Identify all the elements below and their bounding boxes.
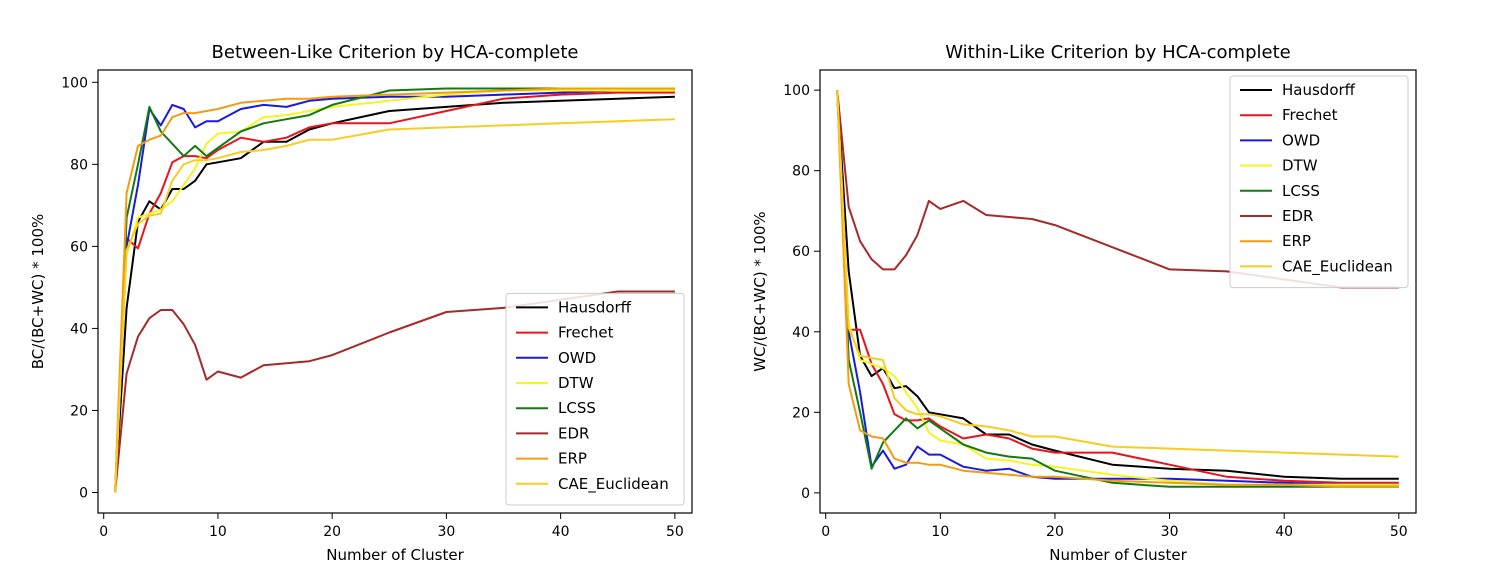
x-axis-label: Number of Cluster (326, 546, 464, 564)
series-line-erp (836, 90, 1399, 488)
legend-entry: Hausdorff (558, 298, 632, 316)
legend-entry: EDR (1282, 207, 1313, 225)
legend-entry: ERP (1282, 232, 1311, 250)
x-tick-label: 40 (1275, 524, 1293, 540)
legend-entry: Frechet (558, 324, 614, 342)
y-tick-label: 40 (70, 321, 88, 337)
series-line-edr (114, 290, 675, 493)
series-line-frechet (114, 91, 675, 493)
y-tick-label: 100 (61, 75, 88, 91)
legend-entry: OWD (1282, 131, 1320, 149)
x-tick-label: 0 (821, 524, 830, 540)
x-tick-label: 30 (437, 524, 455, 540)
legend-entry: OWD (558, 349, 596, 367)
legend-entry: DTW (1282, 157, 1318, 175)
series-line-lcss (114, 87, 675, 493)
series-line-cae-euclidean (836, 90, 1399, 458)
x-tick-label: 10 (931, 524, 949, 540)
series-line-cae-euclidean (114, 118, 675, 493)
legend-box (505, 292, 685, 506)
series-line-lcss (836, 90, 1399, 488)
y-tick-label: 60 (70, 239, 88, 255)
x-tick-label: 50 (1390, 524, 1408, 540)
y-tick-label: 0 (801, 486, 810, 502)
x-tick-label: 30 (1161, 524, 1179, 540)
x-axis-label: Number of Cluster (1049, 546, 1187, 564)
legend: Hausdorff Frechet OWD DTW LCSS EDR ERP CAE_Eucl… (505, 292, 685, 506)
series-line-hausdorff (836, 90, 1399, 480)
y-axis-label: BC/(BC+WC) * 100% (29, 214, 47, 370)
series-line-frechet (836, 90, 1399, 484)
axes-frame (97, 69, 693, 514)
legend-entry: Hausdorff (1282, 81, 1356, 99)
x-tick-label: 10 (209, 524, 227, 540)
legend-entry: LCSS (558, 399, 596, 417)
chart-right: 0 10 20 30 40 50 0 20 40 60 80 100 Within-Like Crite… (751, 42, 1417, 564)
y-tick-label: 20 (792, 405, 810, 421)
x-tick-label: 20 (323, 524, 341, 540)
legend-box (1229, 75, 1409, 289)
x-tick-label: 50 (666, 524, 684, 540)
series-line-erp (114, 87, 675, 493)
y-tick-label: 80 (70, 157, 88, 173)
series-line-edr (836, 90, 1399, 289)
series-line-hausdorff (114, 95, 675, 493)
x-tick-label: 40 (552, 524, 570, 540)
legend-entry: LCSS (1282, 182, 1320, 200)
legend-entry: ERP (558, 450, 587, 468)
y-tick-label: 20 (70, 403, 88, 419)
chart-left: 0 10 20 30 40 50 0 20 40 60 80 100 Between-Like Crit… (29, 42, 693, 564)
legend-entry: CAE_Euclidean (1282, 257, 1393, 276)
y-tick-label: 80 (792, 164, 810, 180)
y-tick-label: 100 (783, 83, 810, 99)
y-tick-label: 0 (79, 485, 88, 501)
legend-entry: Frechet (1282, 106, 1338, 124)
legend-entry: CAE_Euclidean (558, 475, 669, 494)
legend-entry: EDR (558, 424, 589, 442)
legend-entry: DTW (558, 374, 594, 392)
x-tick-label: 0 (99, 524, 108, 540)
chart-title: Within-Like Criterion by HCA-complete (945, 42, 1290, 63)
x-tick-label: 20 (1046, 524, 1064, 540)
axes-frame (819, 69, 1417, 514)
chart-title: Between-Like Criterion by HCA-complete (212, 42, 579, 63)
y-tick-label: 40 (792, 325, 810, 341)
y-axis-label: WC/(BC+WC) * 100% (751, 211, 769, 371)
legend: Hausdorff Frechet OWD DTW LCSS EDR ERP CAE_Eucl… (1229, 75, 1409, 289)
y-tick-label: 60 (792, 244, 810, 260)
